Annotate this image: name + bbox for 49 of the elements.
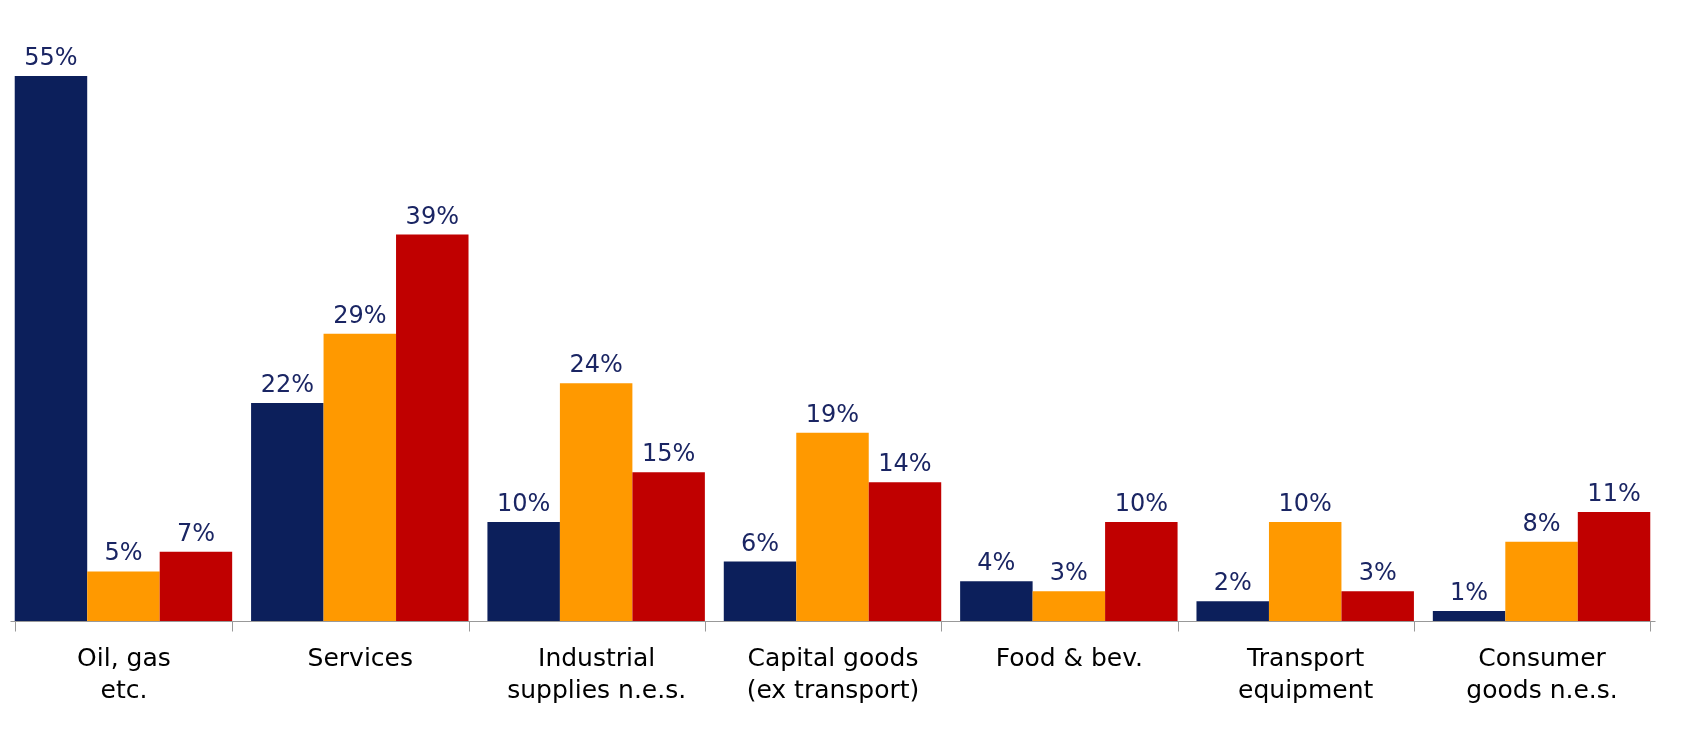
bar (159, 551, 233, 621)
data-label: 4% (977, 548, 1016, 577)
bar (251, 403, 324, 621)
bar (396, 234, 469, 621)
data-label: 19% (805, 399, 860, 428)
bar (796, 432, 869, 621)
data-label: 24% (569, 350, 623, 379)
data-label: 3% (1049, 558, 1088, 587)
data-label: 7% (176, 518, 215, 547)
data-label: 55% (24, 43, 78, 71)
data-label: 1% (1450, 578, 1489, 607)
x-tick-label: Food & bev. (995, 642, 1144, 672)
bar (1432, 611, 1506, 621)
bar (1196, 601, 1269, 621)
data-label: 10% (1278, 488, 1332, 517)
data-label: 10% (1114, 488, 1168, 517)
bar (87, 571, 160, 621)
bar (559, 383, 633, 621)
bar (1505, 541, 1578, 621)
x-tick-label: Consumer goods n.e.s. (1466, 642, 1618, 704)
bar (632, 472, 705, 621)
data-label: 29% (333, 300, 387, 329)
bar (723, 561, 797, 621)
x-tick-label: Services (307, 642, 414, 672)
x-tick-label: Oil, gas etc. (77, 642, 171, 704)
bar (1105, 521, 1178, 621)
bar (14, 76, 88, 621)
bar (1341, 591, 1414, 621)
data-label: 15% (641, 439, 696, 468)
x-tick-label: Transport equipment (1238, 642, 1374, 704)
data-label: 5% (104, 538, 143, 567)
data-label: 2% (1213, 568, 1252, 597)
data-label: 8% (1522, 508, 1561, 537)
data-label: 22% (260, 370, 314, 398)
bar (323, 333, 397, 621)
bar (1268, 521, 1342, 621)
x-tick-label: Capital goods (ex transport) (746, 642, 920, 704)
data-label: 11% (1587, 479, 1641, 507)
data-label: 3% (1358, 558, 1397, 587)
data-label: 39% (405, 201, 459, 230)
bar (487, 521, 560, 621)
bar (960, 581, 1033, 621)
data-label: 6% (740, 528, 780, 557)
bar (1032, 591, 1106, 621)
bar (868, 482, 942, 621)
data-label: 14% (878, 449, 932, 478)
data-label: 10% (497, 488, 551, 517)
x-tick-label: Industrial supplies n.e.s. (507, 642, 687, 704)
bar (1577, 512, 1651, 621)
